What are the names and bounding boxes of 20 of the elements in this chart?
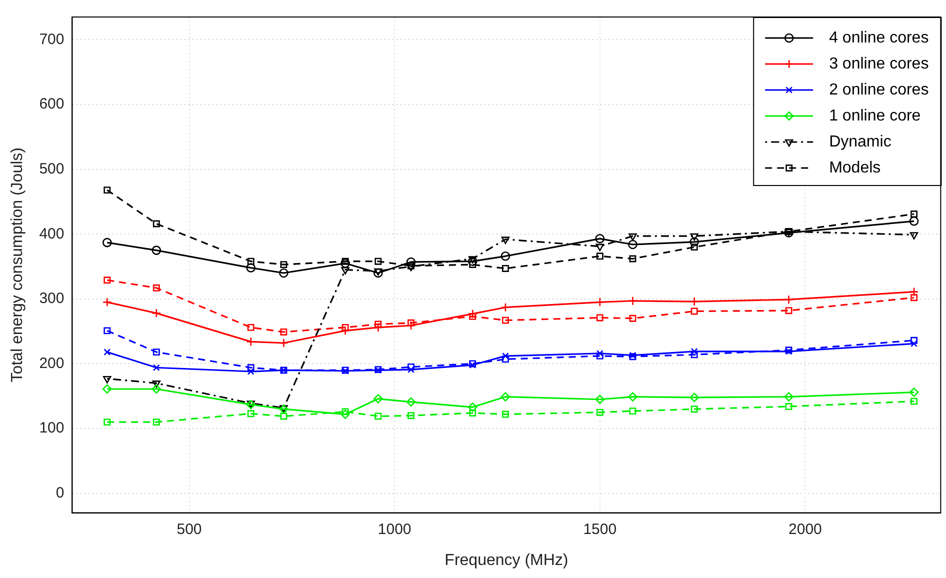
y-tick-label: 600 xyxy=(39,96,64,113)
x-tick-label: 500 xyxy=(176,520,202,538)
legend-label: 1 online core xyxy=(829,107,921,124)
x-tick-label: 2000 xyxy=(788,520,822,538)
legend-label: Dynamic xyxy=(829,133,892,150)
legend-label: 3 online cores xyxy=(829,55,929,72)
legend-label: 4 online cores xyxy=(829,29,929,46)
x-tick-label: 1000 xyxy=(378,520,412,538)
y-tick-label: 700 xyxy=(39,30,64,48)
y-tick-label: 100 xyxy=(39,420,64,437)
y-tick-label: 400 xyxy=(39,225,64,242)
x-tick-label: 1500 xyxy=(583,520,617,538)
x-axis-title: Frequency (MHz) xyxy=(444,552,568,569)
y-tick-label: 200 xyxy=(39,354,64,372)
y-tick-label: 300 xyxy=(39,290,64,308)
y-axis-title: Total energy consumption (Jouls) xyxy=(9,148,26,382)
legend-label: Models xyxy=(829,159,881,176)
y-tick-label: 0 xyxy=(56,484,64,502)
legend-label: 2 online cores xyxy=(829,81,929,98)
y-tick-label: 500 xyxy=(39,160,64,178)
